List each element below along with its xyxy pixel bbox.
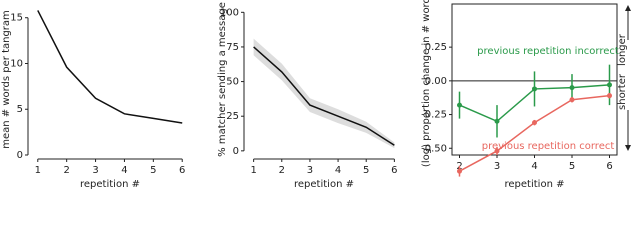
y-axis-label: % matcher sending a message [217, 2, 228, 157]
y-tick-label: 100 [220, 7, 239, 18]
series-line [459, 94, 610, 172]
x-axis-label: repetition # [80, 179, 140, 190]
y-tick-label: 25 [226, 111, 239, 122]
point [607, 82, 612, 88]
x-tick-label: 5 [569, 161, 575, 172]
point [532, 86, 537, 92]
x-tick-label: 4 [531, 161, 537, 172]
x-tick-label: 5 [150, 165, 156, 176]
y-axis-label: mean # words per tangram [1, 10, 12, 149]
y-tick-label: -0.50 [421, 143, 447, 154]
y-tick-label: 0 [233, 146, 239, 157]
x-tick-label: 3 [92, 165, 98, 176]
annotation: previous repetition correct [482, 141, 615, 152]
side-label: longer [617, 33, 628, 66]
y-tick-label: 0.00 [425, 76, 447, 87]
point [569, 97, 575, 103]
y-tick-label: 75 [226, 42, 239, 53]
x-tick-label: 4 [335, 165, 341, 176]
y-tick-label: 0.25 [425, 42, 447, 53]
y-tick-label: 50 [226, 77, 239, 88]
side-label: shorter [617, 73, 628, 110]
x-tick-label: 1 [250, 165, 256, 176]
ci-band [253, 38, 395, 149]
annotation: previous repetition incorrect [477, 46, 619, 57]
y-tick-label: 15 [10, 13, 23, 24]
x-axis-label: repetition # [294, 179, 354, 190]
series-line [37, 10, 183, 124]
x-tick-label: 6 [391, 165, 397, 176]
y-tick-label: 0 [17, 150, 23, 161]
series-line [253, 46, 395, 146]
x-tick-label: 3 [307, 165, 313, 176]
x-tick-label: 5 [363, 165, 369, 176]
point [607, 93, 612, 99]
x-tick-label: 1 [35, 165, 41, 176]
point [532, 120, 537, 126]
x-tick-label: 3 [494, 161, 500, 172]
x-tick-label: 6 [179, 165, 185, 176]
y-tick-label: 10 [10, 58, 23, 69]
y-tick-label: 5 [17, 104, 23, 115]
point [494, 118, 500, 124]
x-tick-label: 2 [279, 165, 285, 176]
point [457, 168, 462, 174]
y-tick-label: -0.25 [421, 110, 447, 121]
x-axis-label: repetition # [505, 179, 565, 190]
x-tick-label: 2 [63, 165, 69, 176]
x-tick-label: 4 [121, 165, 127, 176]
y-axis-label: (log) proportion change in # words [421, 0, 432, 167]
point [569, 85, 575, 91]
point [494, 148, 500, 154]
point [457, 102, 462, 108]
x-tick-label: 6 [606, 161, 612, 172]
